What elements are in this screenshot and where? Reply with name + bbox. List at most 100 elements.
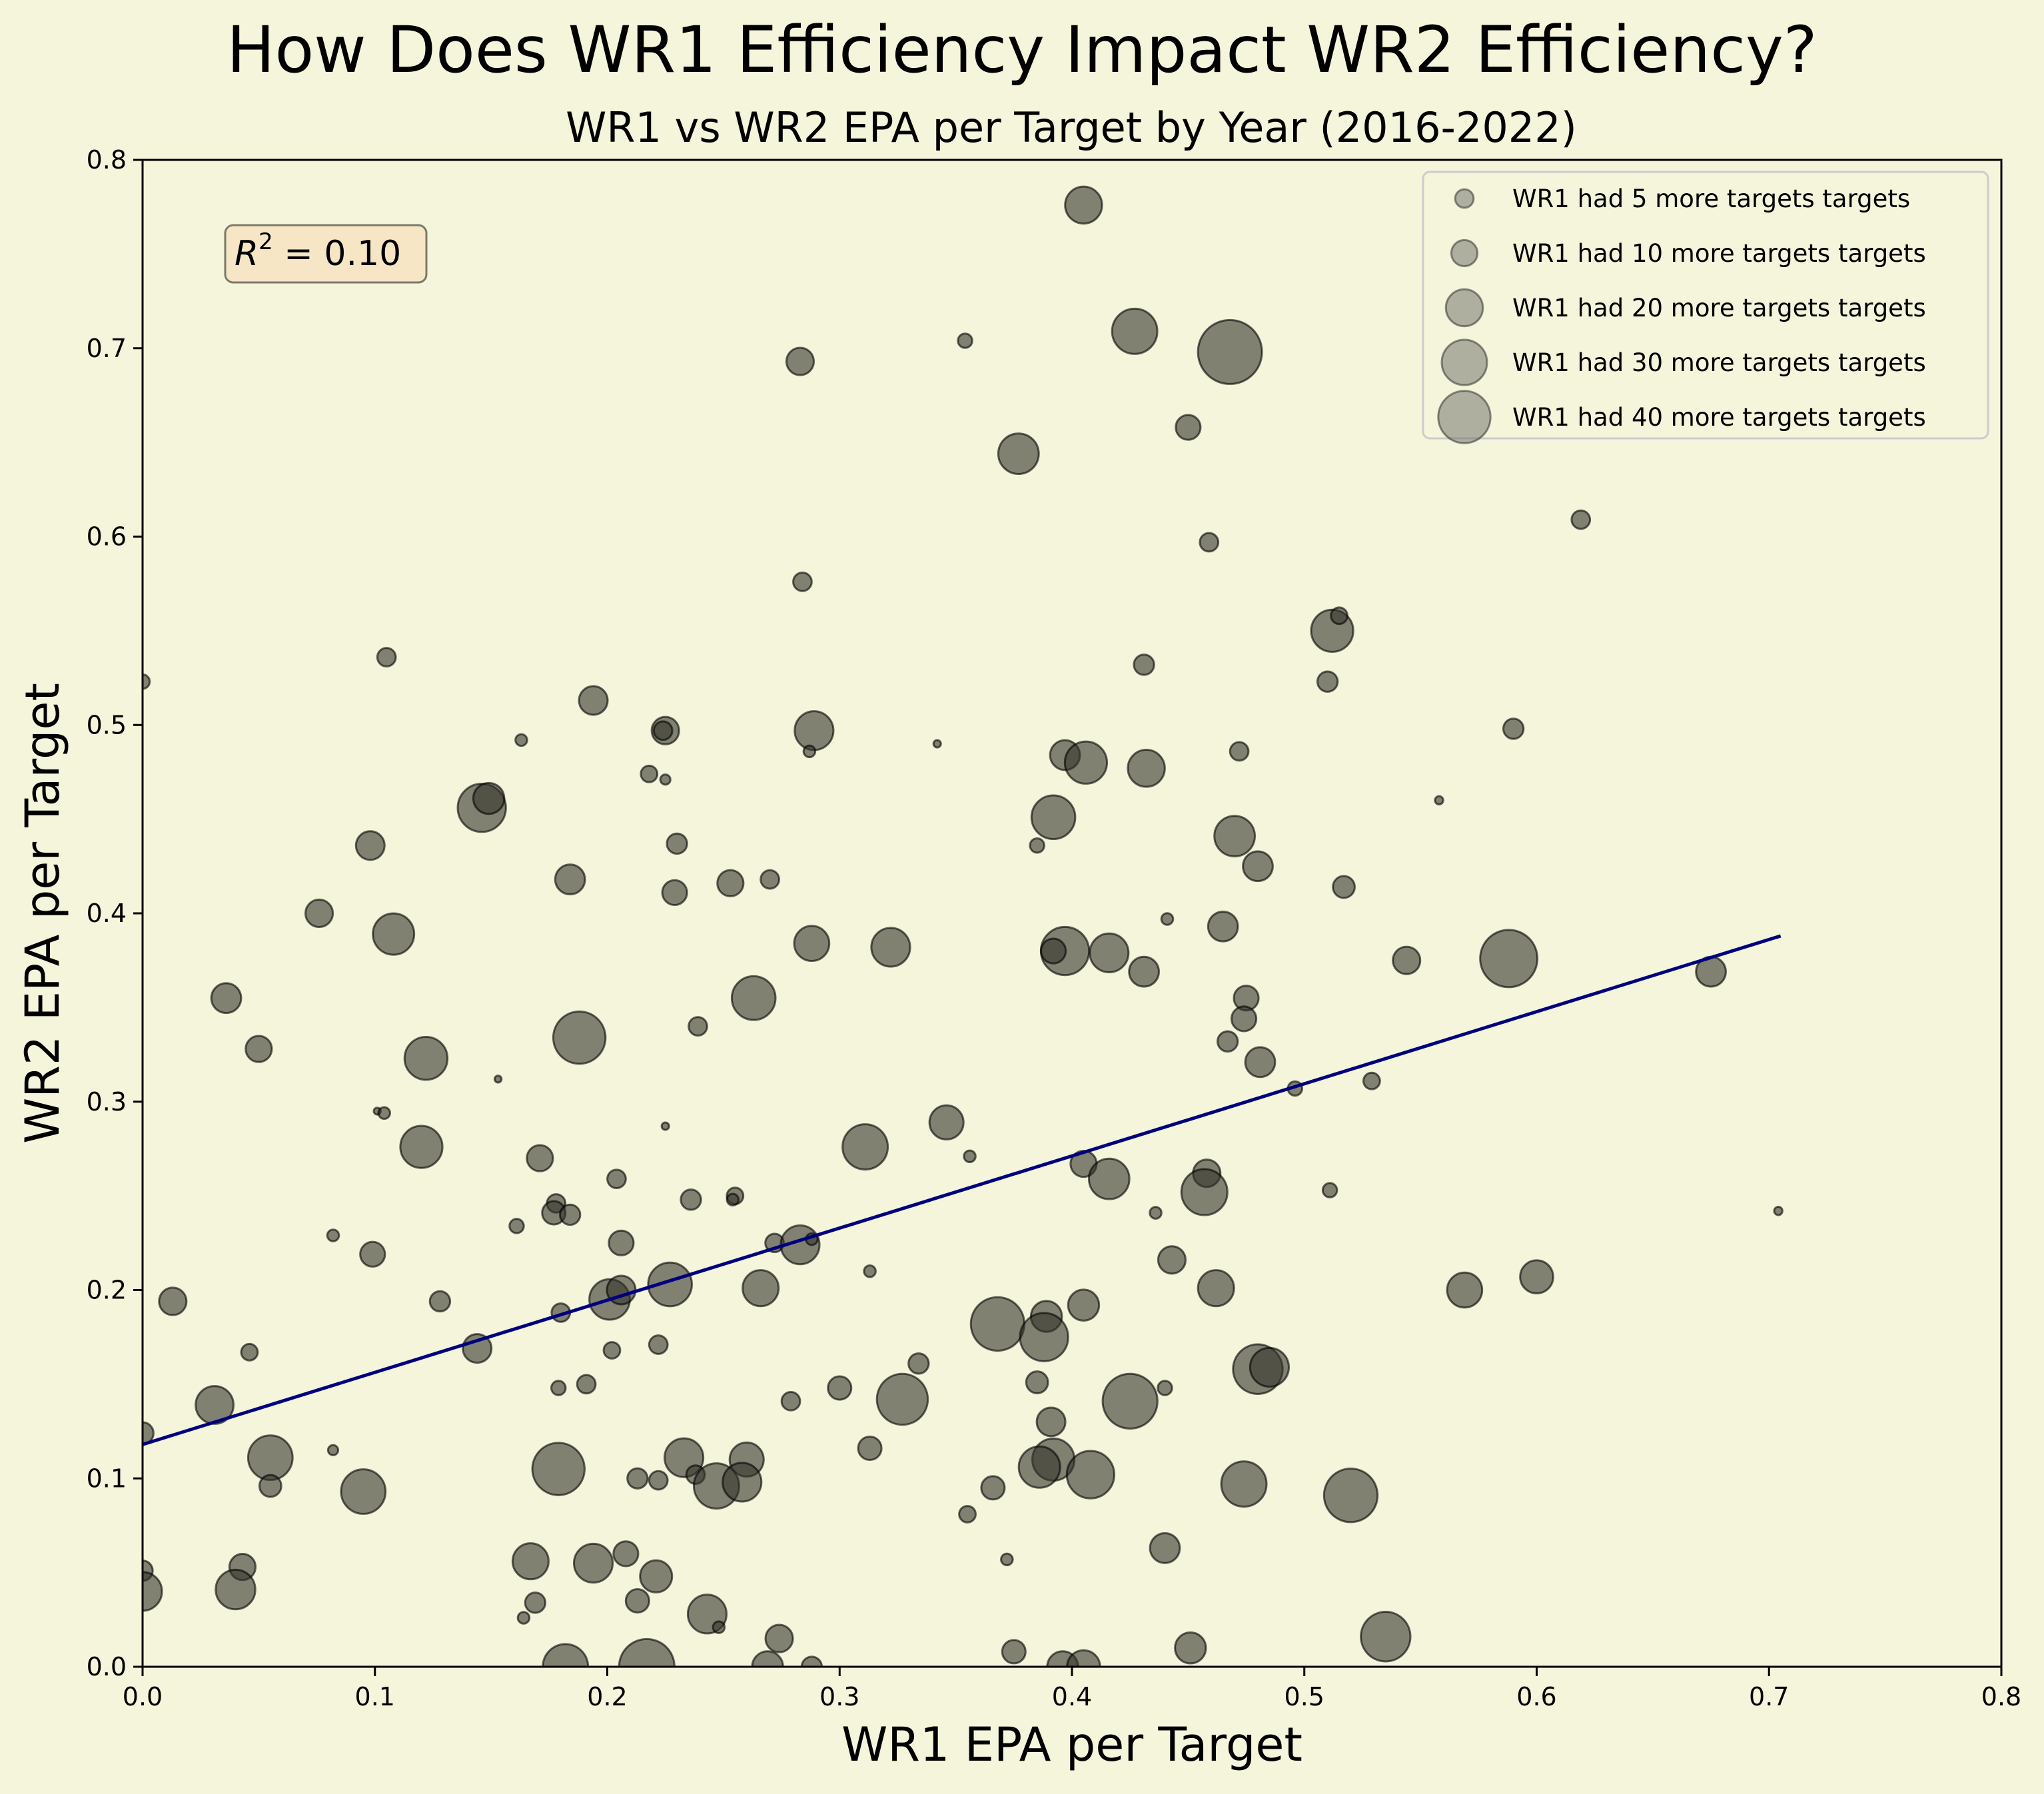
data-point-43 xyxy=(1332,875,1356,899)
data-point-15 xyxy=(376,647,397,668)
r-squared-text: R2 = 0.10 xyxy=(235,228,401,274)
data-point-21 xyxy=(514,733,528,747)
data-point-113 xyxy=(1019,1312,1069,1362)
data-point-173 xyxy=(618,1637,676,1667)
data-point-128 xyxy=(780,1390,801,1412)
data-point-42 xyxy=(661,879,688,906)
data-point-141 xyxy=(626,1467,649,1490)
data-point-31 xyxy=(472,781,506,815)
data-point-37 xyxy=(1213,815,1256,857)
data-point-126 xyxy=(1157,1380,1173,1396)
data-point-150 xyxy=(340,1468,387,1515)
data-point-142 xyxy=(648,1470,669,1491)
legend: WR1 had 5 more targets targets WR1 had 10… xyxy=(1422,171,1989,444)
data-point-91 xyxy=(1773,1206,1784,1216)
y-tick-label-8: 0.8 xyxy=(87,145,127,175)
data-point-19 xyxy=(793,710,835,751)
r-squared-exponent: 2 xyxy=(258,228,273,255)
y-tick-label-7: 0.7 xyxy=(87,334,127,363)
data-point-110 xyxy=(1067,1288,1101,1322)
data-point-68 xyxy=(1362,1071,1381,1091)
data-point-82 xyxy=(606,1168,627,1190)
data-point-77 xyxy=(963,1149,977,1164)
data-point-9 xyxy=(792,571,813,592)
data-point-122 xyxy=(1025,1370,1049,1394)
data-point-169 xyxy=(1360,1611,1412,1663)
r-squared-annotation: R2 = 0.10 xyxy=(224,224,428,284)
data-point-105 xyxy=(1446,1271,1484,1309)
data-point-38 xyxy=(1242,850,1274,883)
data-point-148 xyxy=(1322,1468,1379,1524)
data-point-16 xyxy=(578,685,609,716)
data-point-63 xyxy=(245,1035,273,1063)
x-axis-ticks: 0.0 0.1 0.2 0.3 0.4 0.5 0.6 0.7 0.8 xyxy=(123,1667,2021,1711)
x-tick-label-3: 0.3 xyxy=(819,1682,859,1711)
data-point-101 xyxy=(1519,1259,1554,1295)
data-point-135 xyxy=(247,1434,294,1482)
data-point-28 xyxy=(640,764,659,783)
data-point-171 xyxy=(1001,1639,1027,1665)
data-point-57 xyxy=(210,982,243,1015)
data-point-7 xyxy=(1570,509,1592,530)
data-point-47 xyxy=(1207,910,1239,943)
legend-label-0: WR1 had 5 more targets targets xyxy=(1512,185,1910,213)
data-point-121 xyxy=(1249,1346,1290,1388)
data-point-4 xyxy=(957,332,973,349)
x-tick-label-4: 0.4 xyxy=(1052,1682,1092,1711)
data-point-164 xyxy=(624,1588,650,1614)
legend-label-1: WR1 had 10 more targets targets xyxy=(1512,239,1926,268)
data-point-133 xyxy=(857,1435,883,1462)
y-tick-label-5: 0.5 xyxy=(87,710,127,739)
x-tick-label-6: 0.6 xyxy=(1516,1682,1556,1711)
data-point-51 xyxy=(1040,937,1067,965)
data-point-72 xyxy=(928,1104,965,1140)
data-point-145 xyxy=(722,1462,763,1503)
data-point-26 xyxy=(1063,740,1109,785)
chart-subtitle: WR1 vs WR2 EPA per Target by Year (2016-… xyxy=(566,103,1577,152)
data-point-146 xyxy=(1065,1450,1116,1500)
data-point-154 xyxy=(511,1542,550,1581)
x-tick-label-8: 0.8 xyxy=(1981,1682,2021,1711)
data-point-80 xyxy=(1087,1157,1131,1200)
data-point-46 xyxy=(1160,912,1175,926)
data-point-118 xyxy=(648,1334,669,1355)
data-point-36 xyxy=(1029,837,1045,854)
data-point-35 xyxy=(666,832,688,855)
x-tick-label-5: 0.5 xyxy=(1284,1682,1324,1711)
data-point-98 xyxy=(359,1240,386,1268)
data-point-44 xyxy=(304,898,334,929)
data-point-147 xyxy=(1220,1460,1268,1508)
data-point-60 xyxy=(1230,1005,1258,1033)
data-point-41 xyxy=(760,869,780,890)
data-point-92 xyxy=(508,1218,525,1234)
data-point-67 xyxy=(493,1075,503,1084)
data-point-24 xyxy=(1229,741,1250,762)
data-point-116 xyxy=(240,1342,259,1362)
data-point-166 xyxy=(516,1611,531,1625)
data-point-85 xyxy=(726,1192,740,1207)
data-point-12 xyxy=(1316,670,1339,693)
data-point-149 xyxy=(258,1474,282,1498)
data-point-167 xyxy=(712,1620,726,1634)
data-point-134 xyxy=(326,1444,340,1456)
data-point-162 xyxy=(215,1568,256,1611)
legend-label-3: WR1 had 30 more targets targets xyxy=(1512,348,1926,377)
data-point-22 xyxy=(932,739,942,749)
data-point-0 xyxy=(1064,185,1103,225)
data-point-131 xyxy=(1035,1406,1067,1438)
trend-line xyxy=(142,934,1782,1446)
data-point-129 xyxy=(875,1372,929,1426)
data-point-155 xyxy=(572,1542,614,1584)
x-tick-label-7: 0.7 xyxy=(1749,1682,1789,1711)
data-point-18 xyxy=(652,720,674,741)
chart-title: How Does WR1 Efficiency Impact WR2 Effic… xyxy=(227,13,1817,87)
data-point-107 xyxy=(428,1290,452,1313)
r-squared-base: R xyxy=(235,234,258,274)
data-point-158 xyxy=(1000,1552,1014,1567)
x-tick-label-1: 0.1 xyxy=(355,1682,395,1711)
data-point-58 xyxy=(730,975,777,1021)
data-point-34 xyxy=(354,830,386,861)
data-point-62 xyxy=(552,1010,607,1065)
data-point-139 xyxy=(1017,1445,1061,1489)
y-axis-label: WR2 EPA per Target xyxy=(15,683,70,1144)
